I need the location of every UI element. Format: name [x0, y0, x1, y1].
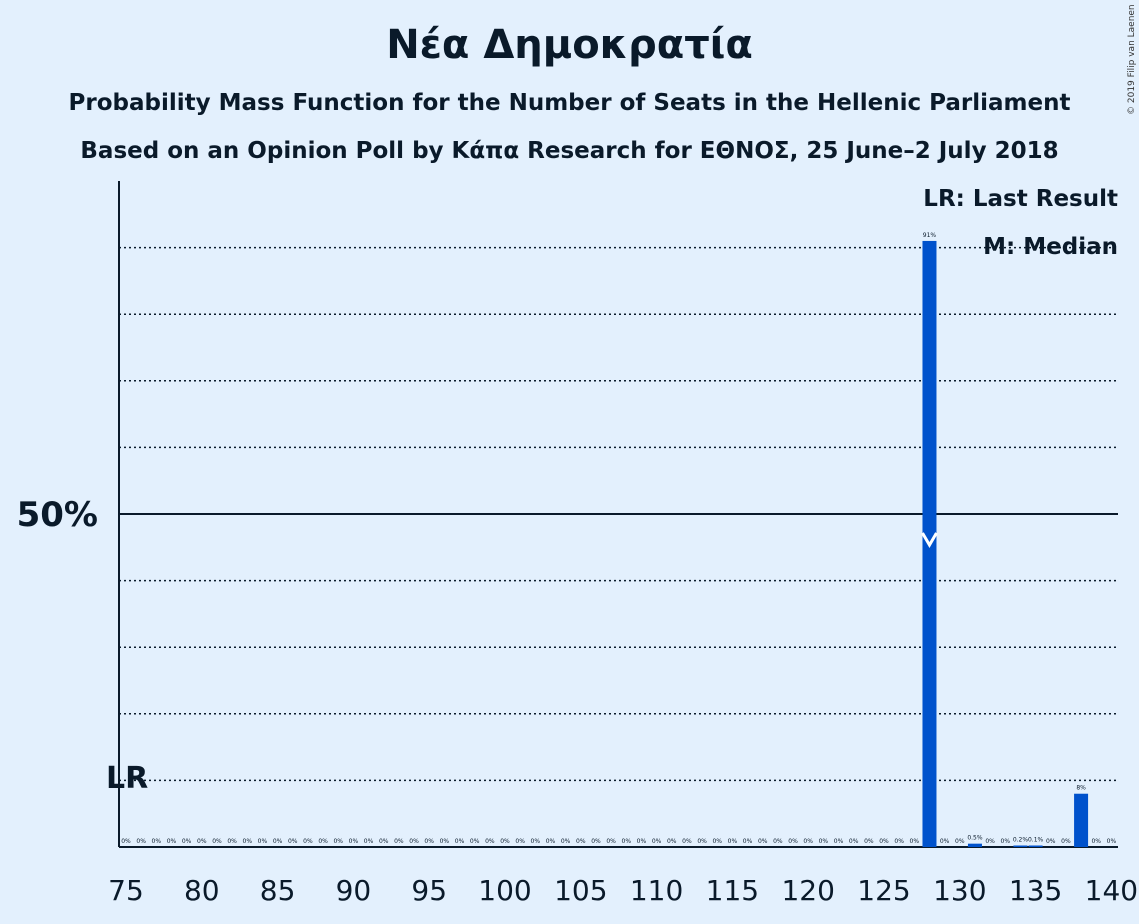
bar-label: 0% [470, 838, 480, 845]
last-result-label: LR [106, 761, 148, 796]
bar-label: 0% [591, 838, 601, 845]
bar-label: 0% [773, 838, 783, 845]
bar-label: 0% [440, 838, 450, 845]
bar-label: 0% [152, 838, 162, 845]
bar-label: 0% [1046, 838, 1056, 845]
bar-label: 0% [455, 838, 465, 845]
bar-label: 0% [546, 838, 556, 845]
bar-label: 0% [333, 838, 343, 845]
x-tick-label: 120 [781, 874, 834, 907]
chart-subtitle: Probability Mass Function for the Number… [68, 90, 1071, 116]
x-tick-label: 130 [933, 874, 986, 907]
bar-label: 0% [500, 838, 510, 845]
bar-label: 0% [136, 838, 146, 845]
x-tick-label: 100 [478, 874, 531, 907]
bar-label: 0% [940, 838, 950, 845]
bar-label: 0% [788, 838, 798, 845]
x-tick-label: 135 [1009, 874, 1062, 907]
x-tick-label: 140 [1085, 874, 1138, 907]
bar-label: 0% [424, 838, 434, 845]
bar-label: 0% [303, 838, 313, 845]
bar-label: 0% [652, 838, 662, 845]
chart-source: Based on an Opinion Poll by Κάπα Researc… [80, 138, 1059, 164]
y-tick-label: 50% [17, 495, 98, 535]
bar-label: 0% [227, 838, 237, 845]
bar-label: 0% [667, 838, 677, 845]
bar-label: 0% [409, 838, 419, 845]
x-tick-label: 105 [554, 874, 607, 907]
bar-label: 0% [758, 838, 768, 845]
bar-label: 0% [318, 838, 328, 845]
bar-label: 0% [1091, 838, 1101, 845]
bar-label: 0% [712, 838, 722, 845]
bar-label: 0% [243, 838, 253, 845]
bar-label: 0% [819, 838, 829, 845]
bar-label: 8% [1076, 785, 1086, 792]
bar-label: 0% [561, 838, 571, 845]
bar-label: 0% [576, 838, 586, 845]
bar-label: 0% [622, 838, 632, 845]
bar-label: 0% [1061, 838, 1071, 845]
bar-label: 0% [849, 838, 859, 845]
bar-label: 0% [485, 838, 495, 845]
median-marker [921, 532, 938, 548]
bar-label: 0% [258, 838, 268, 845]
bar-label: 91% [923, 232, 937, 239]
bar [1013, 845, 1028, 847]
bar-label: 0% [121, 838, 131, 845]
bar-label: 0% [985, 838, 995, 845]
bar-label: 0% [803, 838, 813, 845]
bar-label: 0% [894, 838, 904, 845]
bar-label: 0% [531, 838, 541, 845]
bar-label: 0% [197, 838, 207, 845]
bar-label: 0% [910, 838, 920, 845]
bar-label: 0% [379, 838, 389, 845]
bar-label: 0% [728, 838, 738, 845]
x-tick-label: 95 [411, 874, 447, 907]
bar-label: 0% [212, 838, 222, 845]
bar-label: 0.1% [1028, 837, 1044, 844]
x-tick-label: 110 [630, 874, 683, 907]
bar-label: 0% [273, 838, 283, 845]
x-tick-label: 75 [108, 874, 144, 907]
x-tick-label: 125 [857, 874, 910, 907]
bar-label: 0% [1001, 838, 1011, 845]
bar-label: 0% [637, 838, 647, 845]
bar-label: 0% [743, 838, 753, 845]
bar-label: 0% [879, 838, 889, 845]
bar [1074, 793, 1089, 847]
bar-label: 0% [697, 838, 707, 845]
bar-label: 0% [606, 838, 616, 845]
bar-label: 0% [515, 838, 525, 845]
x-tick-label: 90 [336, 874, 372, 907]
bar-label: 0.5% [967, 835, 983, 842]
bar-label: 0% [682, 838, 692, 845]
chart-title: Νέα Δημοκρατία [386, 22, 753, 68]
bar-label: 0% [834, 838, 844, 845]
bar-label: 0% [864, 838, 874, 845]
bar-label: 0% [288, 838, 298, 845]
x-tick-label: 80 [184, 874, 220, 907]
bar-label: 0% [182, 838, 192, 845]
bar-label: 0% [364, 838, 374, 845]
legend-last-result: LR: Last Result [923, 186, 1118, 212]
legend-median: M: Median [983, 234, 1118, 260]
bar [967, 843, 982, 847]
bar-label: 0.2% [1013, 837, 1029, 844]
bar-label: 0% [394, 838, 404, 845]
bar-label: 0% [349, 838, 359, 845]
bar [1028, 845, 1043, 847]
bar-label: 0% [1107, 838, 1117, 845]
bar-label: 0% [167, 838, 177, 845]
x-tick-label: 85 [260, 874, 296, 907]
x-tick-label: 115 [706, 874, 759, 907]
bar-label: 0% [955, 838, 965, 845]
